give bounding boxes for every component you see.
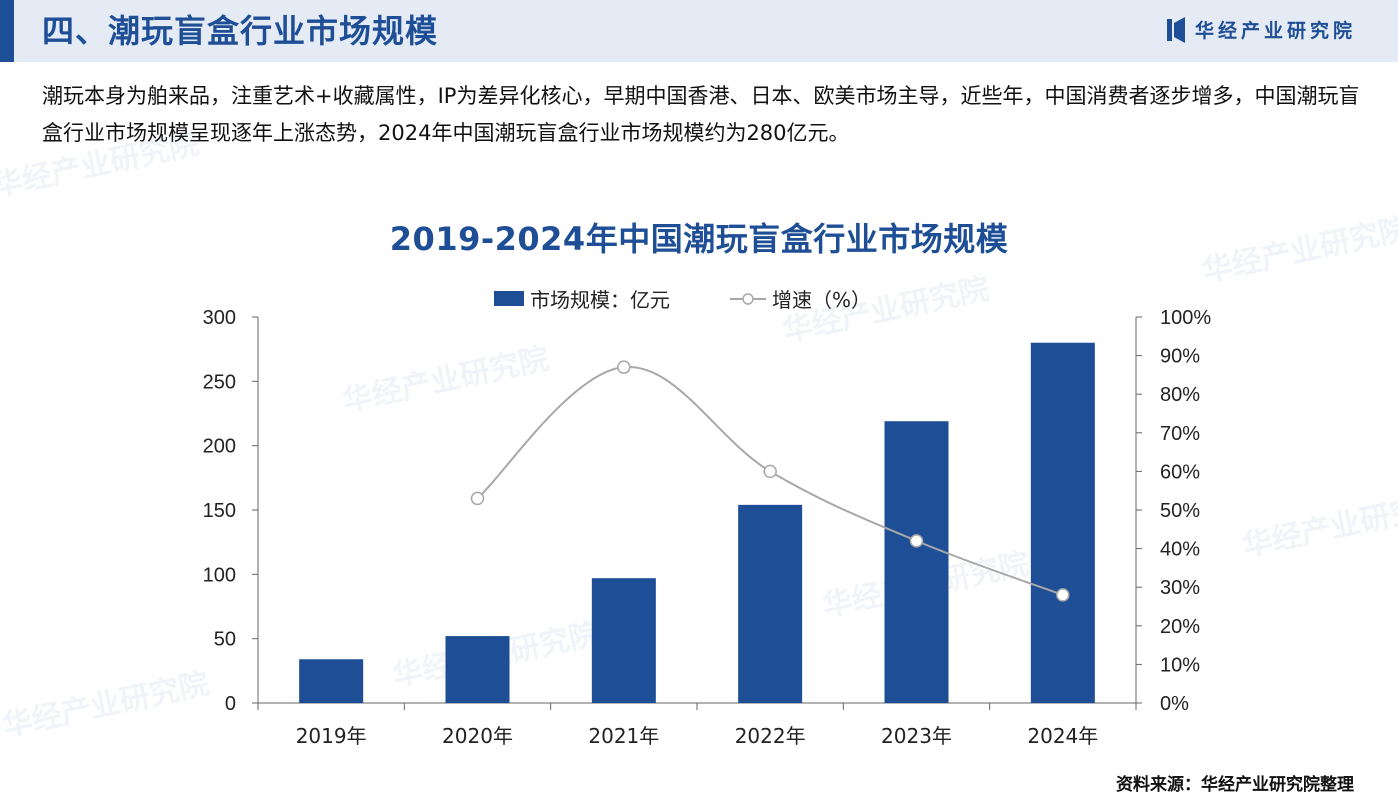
brand: 华经产业研究院 (1166, 16, 1356, 43)
header-accent-bar (0, 0, 14, 62)
x-tick-label: 2024年 (1027, 724, 1098, 748)
y2-tick-label: 20% (1160, 616, 1200, 638)
x-tick-label: 2019年 (296, 724, 367, 748)
brand-logo-icon (1166, 16, 1185, 43)
bar (445, 636, 510, 703)
y2-tick-label: 30% (1160, 577, 1200, 599)
y2-tick-label: 0% (1160, 693, 1189, 715)
y2-tick-label: 100% (1160, 307, 1211, 329)
y2-tick-label: 40% (1160, 539, 1200, 561)
intro-paragraph: 潮玩本身为舶来品，注重艺术+收藏属性，IP为差异化核心，早期中国香港、日本、欧美… (42, 84, 1360, 145)
y2-tick-label: 60% (1160, 461, 1200, 483)
growth-line (476, 366, 1064, 596)
growth-point (909, 534, 924, 548)
y-tick-label: 300 (203, 307, 236, 329)
y2-tick-label: 10% (1160, 654, 1200, 676)
header-bar: 四、潮玩盲盒行业市场规模 华经产业研究院 (0, 0, 1398, 62)
legend-item-bar: 市场规模：亿元 (494, 284, 670, 313)
chart-legend: 市场规模：亿元 增速（%） (494, 284, 871, 313)
source-note: 资料来源：华经产业研究院整理 (1116, 775, 1354, 795)
y2-tick-label: 80% (1160, 384, 1200, 406)
page-title: 四、潮玩盲盒行业市场规模 (42, 12, 439, 50)
y-tick-label: 0 (225, 693, 236, 715)
y2-tick-label: 90% (1160, 346, 1200, 368)
x-tick-label: 2023年 (881, 724, 952, 748)
y2-tick-label: 70% (1160, 423, 1200, 445)
legend-item-line: 增速（%） (730, 284, 871, 313)
brand-name: 华经产业研究院 (1194, 20, 1356, 42)
y-tick-label: 100 (203, 564, 236, 586)
bar (591, 578, 656, 703)
legend-line-marker-icon (730, 292, 766, 305)
growth-point (617, 360, 631, 374)
legend-bar-swatch (494, 291, 524, 306)
y2-tick-label: 50% (1160, 500, 1200, 522)
growth-point (470, 491, 485, 506)
legend-bar-label: 市场规模：亿元 (530, 288, 670, 312)
x-tick-label: 2020年 (442, 724, 513, 748)
bar (738, 504, 803, 703)
y-tick-label: 200 (203, 436, 236, 458)
bar (1030, 342, 1095, 703)
x-tick-label: 2022年 (735, 724, 806, 748)
growth-point (763, 464, 777, 479)
bar (299, 659, 364, 703)
y-tick-label: 150 (203, 500, 236, 522)
chart-title: 2019-2024年中国潮玩盲盒行业市场规模 (389, 220, 1009, 258)
y-tick-label: 50 (214, 629, 236, 651)
growth-point (1056, 588, 1070, 602)
x-tick-label: 2021年 (588, 724, 659, 748)
bar (884, 421, 949, 703)
y-tick-label: 250 (203, 371, 236, 393)
legend-line-label: 增速（%） (772, 288, 872, 312)
